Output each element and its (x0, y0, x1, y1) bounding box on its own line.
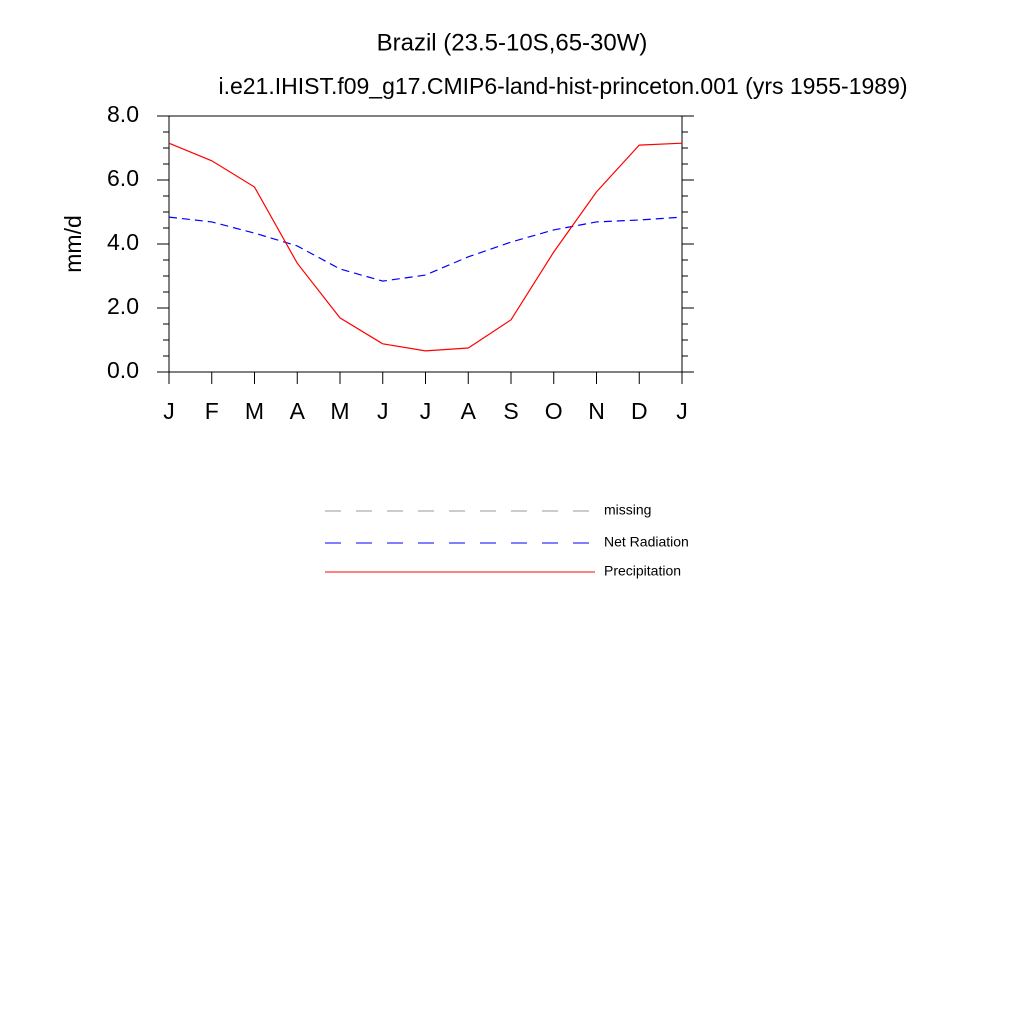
x-tick-label: S (503, 398, 518, 424)
x-tick-label: J (420, 398, 432, 424)
x-tick-label: J (377, 398, 389, 424)
chart-title: Brazil (23.5-10S,65-30W) (377, 29, 648, 56)
x-tick-label: F (205, 398, 219, 424)
legend-label: Precipitation (604, 563, 681, 579)
y-tick-label: 8.0 (107, 101, 139, 127)
x-tick-label: A (461, 398, 477, 424)
y-tick-label: 0.0 (107, 357, 139, 383)
chart-subtitle: i.e21.IHIST.f09_g17.CMIP6-land-hist-prin… (218, 73, 907, 99)
plot-frame (168, 115, 683, 373)
series-line (168, 216, 683, 282)
y-axis-label: mm/d (60, 215, 86, 273)
x-tick-label: D (631, 398, 648, 424)
legend-label: Net Radiation (604, 534, 689, 550)
x-tick-label: O (545, 398, 563, 424)
x-tick-label: M (330, 398, 349, 424)
y-tick-label: 4.0 (107, 229, 139, 255)
x-tick-label: J (163, 398, 175, 424)
legend-label: missing (604, 502, 651, 518)
y-tick-label: 2.0 (107, 293, 139, 319)
x-tick-label: A (290, 398, 306, 424)
x-tick-label: J (676, 398, 688, 424)
y-tick-label: 6.0 (107, 165, 139, 191)
x-tick-label: N (588, 398, 605, 424)
x-tick-label: M (245, 398, 264, 424)
series-line (168, 142, 683, 352)
